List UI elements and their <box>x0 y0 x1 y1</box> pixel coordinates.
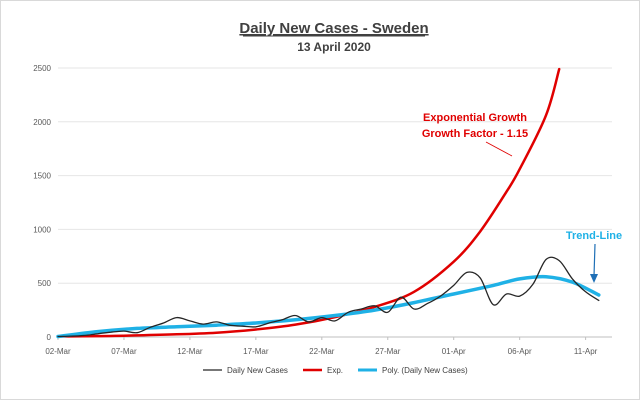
grid-layer <box>58 67 612 338</box>
poly-trend-line <box>56 274 601 339</box>
y-tick-label-1500: 1500 <box>33 172 51 181</box>
chart-subtitle: 13 April 2020 <box>297 40 371 54</box>
y-tick-label-1000: 1000 <box>33 225 51 234</box>
legend-label-daily-new-cases: Daily New Cases <box>227 366 288 375</box>
exp-line <box>56 67 561 338</box>
x-tick-label-2: 12-Mar <box>177 347 203 356</box>
growth-factor-annotation: Growth Factor - 1.15 <box>422 128 528 140</box>
x-tick-label-8: 11-Apr <box>574 347 598 356</box>
x-tick-label-4: 22-Mar <box>309 347 335 356</box>
trend-line-arrow <box>593 243 596 277</box>
trend-line-annotation: Trend-Line <box>566 230 622 242</box>
legend-label-poly: Poly. (Daily New Cases) <box>382 366 468 375</box>
legend-label-exp: Exp. <box>327 366 343 375</box>
growth-annotation-leader <box>485 141 513 157</box>
x-tick-label-7: 06-Apr <box>508 347 532 356</box>
x-tick-label-0: 02-Mar <box>45 347 71 356</box>
y-tick-label-2500: 2500 <box>33 64 51 73</box>
y-tick-layer: 0 500 1000 1500 2000 2500 <box>33 64 51 342</box>
exponential-growth-annotation: Exponential Growth <box>423 112 527 124</box>
x-tick-layer: 02-Mar 07-Mar 12-Mar 17-Mar 22-Mar 27-Mar 01-A… <box>45 337 598 356</box>
trend-line-arrowhead <box>590 274 598 283</box>
y-tick-label-2000: 2000 <box>33 118 51 127</box>
y-tick-label-0: 0 <box>47 333 52 342</box>
x-tick-label-3: 17-Mar <box>243 347 269 356</box>
chart-title: Daily New Cases - Sweden <box>239 20 428 37</box>
x-tick-label-6: 01-Apr <box>442 347 466 356</box>
legend: Daily New Cases Exp. Poly. (Daily New Ca… <box>203 366 468 375</box>
y-tick-label-500: 500 <box>38 279 52 288</box>
x-tick-label-1: 07-Mar <box>111 347 137 356</box>
series-layer <box>56 67 601 339</box>
daily-new-cases-line <box>57 256 600 338</box>
x-tick-label-5: 27-Mar <box>375 347 401 356</box>
